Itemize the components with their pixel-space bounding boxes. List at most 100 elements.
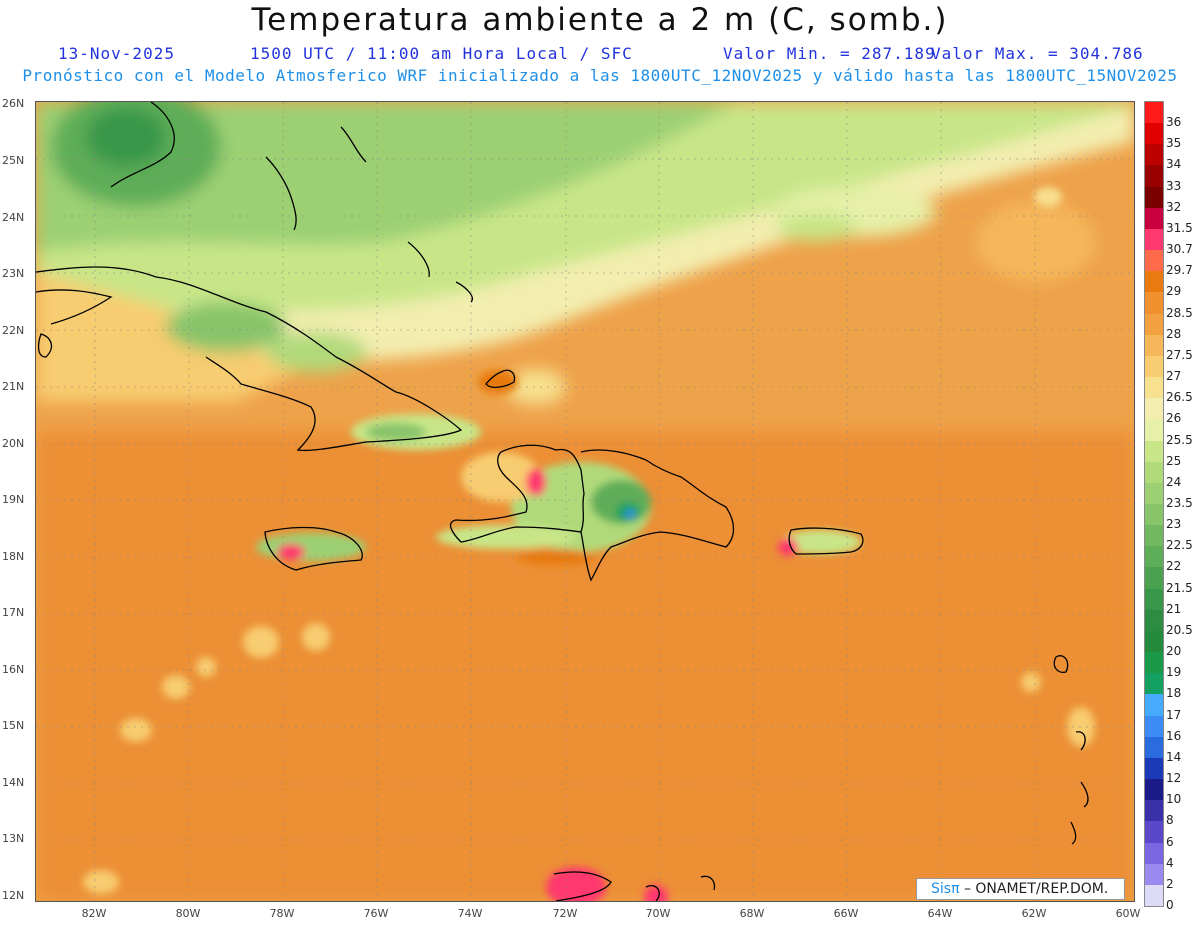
lon-label-66w: 66W <box>833 907 859 920</box>
colorbar-segment <box>1145 588 1163 611</box>
colorbar-segment <box>1145 757 1163 780</box>
colorbar-segment <box>1145 271 1163 293</box>
colorbar-label: 32 <box>1166 199 1182 214</box>
lat-label-19n: 19N <box>2 493 25 506</box>
colorbar-segment <box>1145 482 1163 505</box>
colorbar-label: 30.7 <box>1166 242 1193 257</box>
colorbar-segment <box>1145 207 1163 230</box>
colorbar-label: 18 <box>1166 686 1182 701</box>
lon-label-80w: 80W <box>175 907 201 920</box>
model-subtitle: Pronóstico con el Modelo Atmosferico WRF… <box>22 66 1178 85</box>
min-value: Valor Min. = 287.189 <box>723 44 936 63</box>
colorbar-segment <box>1145 609 1163 632</box>
colorbar-label: 22 <box>1166 559 1182 574</box>
credit-box: Sisπ – ONAMET/REP.DOM. <box>916 878 1125 900</box>
lon-label-60w: 60W <box>1115 907 1141 920</box>
lon-label-72w: 72W <box>552 907 578 920</box>
colorbar <box>1144 101 1164 907</box>
colorbar-segment <box>1145 377 1163 399</box>
island-temperatures <box>83 187 1095 901</box>
colorbar-segment <box>1145 250 1163 272</box>
colorbar-label: 27.5 <box>1166 347 1193 362</box>
colorbar-segment <box>1145 884 1163 907</box>
colorbar-label: 24 <box>1166 474 1182 489</box>
colorbar-segment <box>1145 715 1163 738</box>
lon-label-78w: 78W <box>269 907 295 920</box>
colorbar-segment <box>1145 292 1163 315</box>
colorbar-label: 8 <box>1166 813 1174 828</box>
colorbar-segment <box>1145 673 1163 695</box>
colorbar-segment <box>1145 504 1163 526</box>
colorbar-segment <box>1145 228 1163 251</box>
colorbar-label: 12 <box>1166 771 1182 786</box>
colorbar-label: 23 <box>1166 517 1182 532</box>
colorbar-label: 34 <box>1166 157 1182 172</box>
temperature-map <box>35 101 1135 902</box>
colorbar-label: 28.5 <box>1166 305 1193 320</box>
colorbar-segment <box>1145 334 1163 357</box>
credit-brand: Sisπ <box>931 881 960 897</box>
colorbar-label: 23.5 <box>1166 496 1193 510</box>
colorbar-segment <box>1145 461 1163 484</box>
colorbar-label: 25 <box>1166 453 1182 468</box>
colorbar-label: 19 <box>1166 665 1182 680</box>
lat-label-24n: 24N <box>2 211 25 224</box>
colorbar-segment <box>1145 694 1163 717</box>
temperature-shading <box>36 102 1134 901</box>
colorbar-label: 16 <box>1166 728 1182 743</box>
colorbar-segment <box>1145 355 1163 378</box>
colorbar-label: 14 <box>1166 749 1182 764</box>
lat-label-25n: 25N <box>2 154 25 167</box>
colorbar-segment <box>1145 821 1163 844</box>
colorbar-label: 35 <box>1166 136 1182 151</box>
lat-label-20n: 20N <box>2 437 25 450</box>
colorbar-segment <box>1145 419 1163 442</box>
lat-label-21n: 21N <box>2 380 25 393</box>
colorbar-segment <box>1145 567 1163 590</box>
colorbar-segment <box>1145 123 1163 145</box>
lat-label-13n: 13N <box>2 832 25 845</box>
colorbar-segment <box>1145 102 1163 124</box>
colorbar-label: 6 <box>1166 834 1174 849</box>
colorbar-segment <box>1145 398 1163 420</box>
coastlines <box>36 102 1089 901</box>
lon-label-64w: 64W <box>927 907 953 920</box>
colorbar-label: 0 <box>1166 898 1174 912</box>
colorbar-label: 31.5 <box>1166 220 1193 235</box>
forecast-date: 13-Nov-2025 <box>58 44 175 63</box>
lon-label-70w: 70W <box>645 907 671 920</box>
colorbar-segment <box>1145 165 1163 188</box>
lat-label-23n: 23N <box>2 267 25 280</box>
colorbar-label: 4 <box>1166 855 1174 870</box>
colorbar-label: 28 <box>1166 326 1182 341</box>
colorbar-label: 25.5 <box>1166 432 1193 447</box>
colorbar-label: 10 <box>1166 792 1182 807</box>
map-title: Temperatura ambiente a 2 m (C, somb.) <box>251 2 949 38</box>
colorbar-segment <box>1145 546 1163 568</box>
credit-org: – ONAMET/REP.DOM. <box>963 881 1109 897</box>
lat-label-22n: 22N <box>2 324 25 337</box>
max-value: Valor Max. = 304.786 <box>931 44 1144 63</box>
colorbar-segment <box>1145 440 1163 463</box>
colorbar-label: 21 <box>1166 601 1182 616</box>
colorbar-segment <box>1145 313 1163 336</box>
lon-label-68w: 68W <box>739 907 765 920</box>
colorbar-segment <box>1145 842 1163 865</box>
colorbar-label: 22.5 <box>1166 538 1193 553</box>
colorbar-label: 26 <box>1166 411 1182 426</box>
colorbar-label: 26.5 <box>1166 390 1193 405</box>
lat-label-26n: 26N <box>2 97 25 110</box>
colorbar-label: 2 <box>1166 876 1174 891</box>
lon-label-76w: 76W <box>363 907 389 920</box>
grid-lines <box>36 102 1134 901</box>
colorbar-segment <box>1145 863 1163 886</box>
colorbar-label: 17 <box>1166 707 1182 722</box>
lat-label-17n: 17N <box>2 606 25 619</box>
colorbar-label: 20 <box>1166 644 1182 659</box>
colorbar-label: 33 <box>1166 178 1182 193</box>
colorbar-segment <box>1145 736 1163 759</box>
colorbar-segment <box>1145 652 1163 674</box>
lat-label-15n: 15N <box>2 719 25 732</box>
lon-label-62w: 62W <box>1021 907 1047 920</box>
lat-label-14n: 14N <box>2 776 25 789</box>
